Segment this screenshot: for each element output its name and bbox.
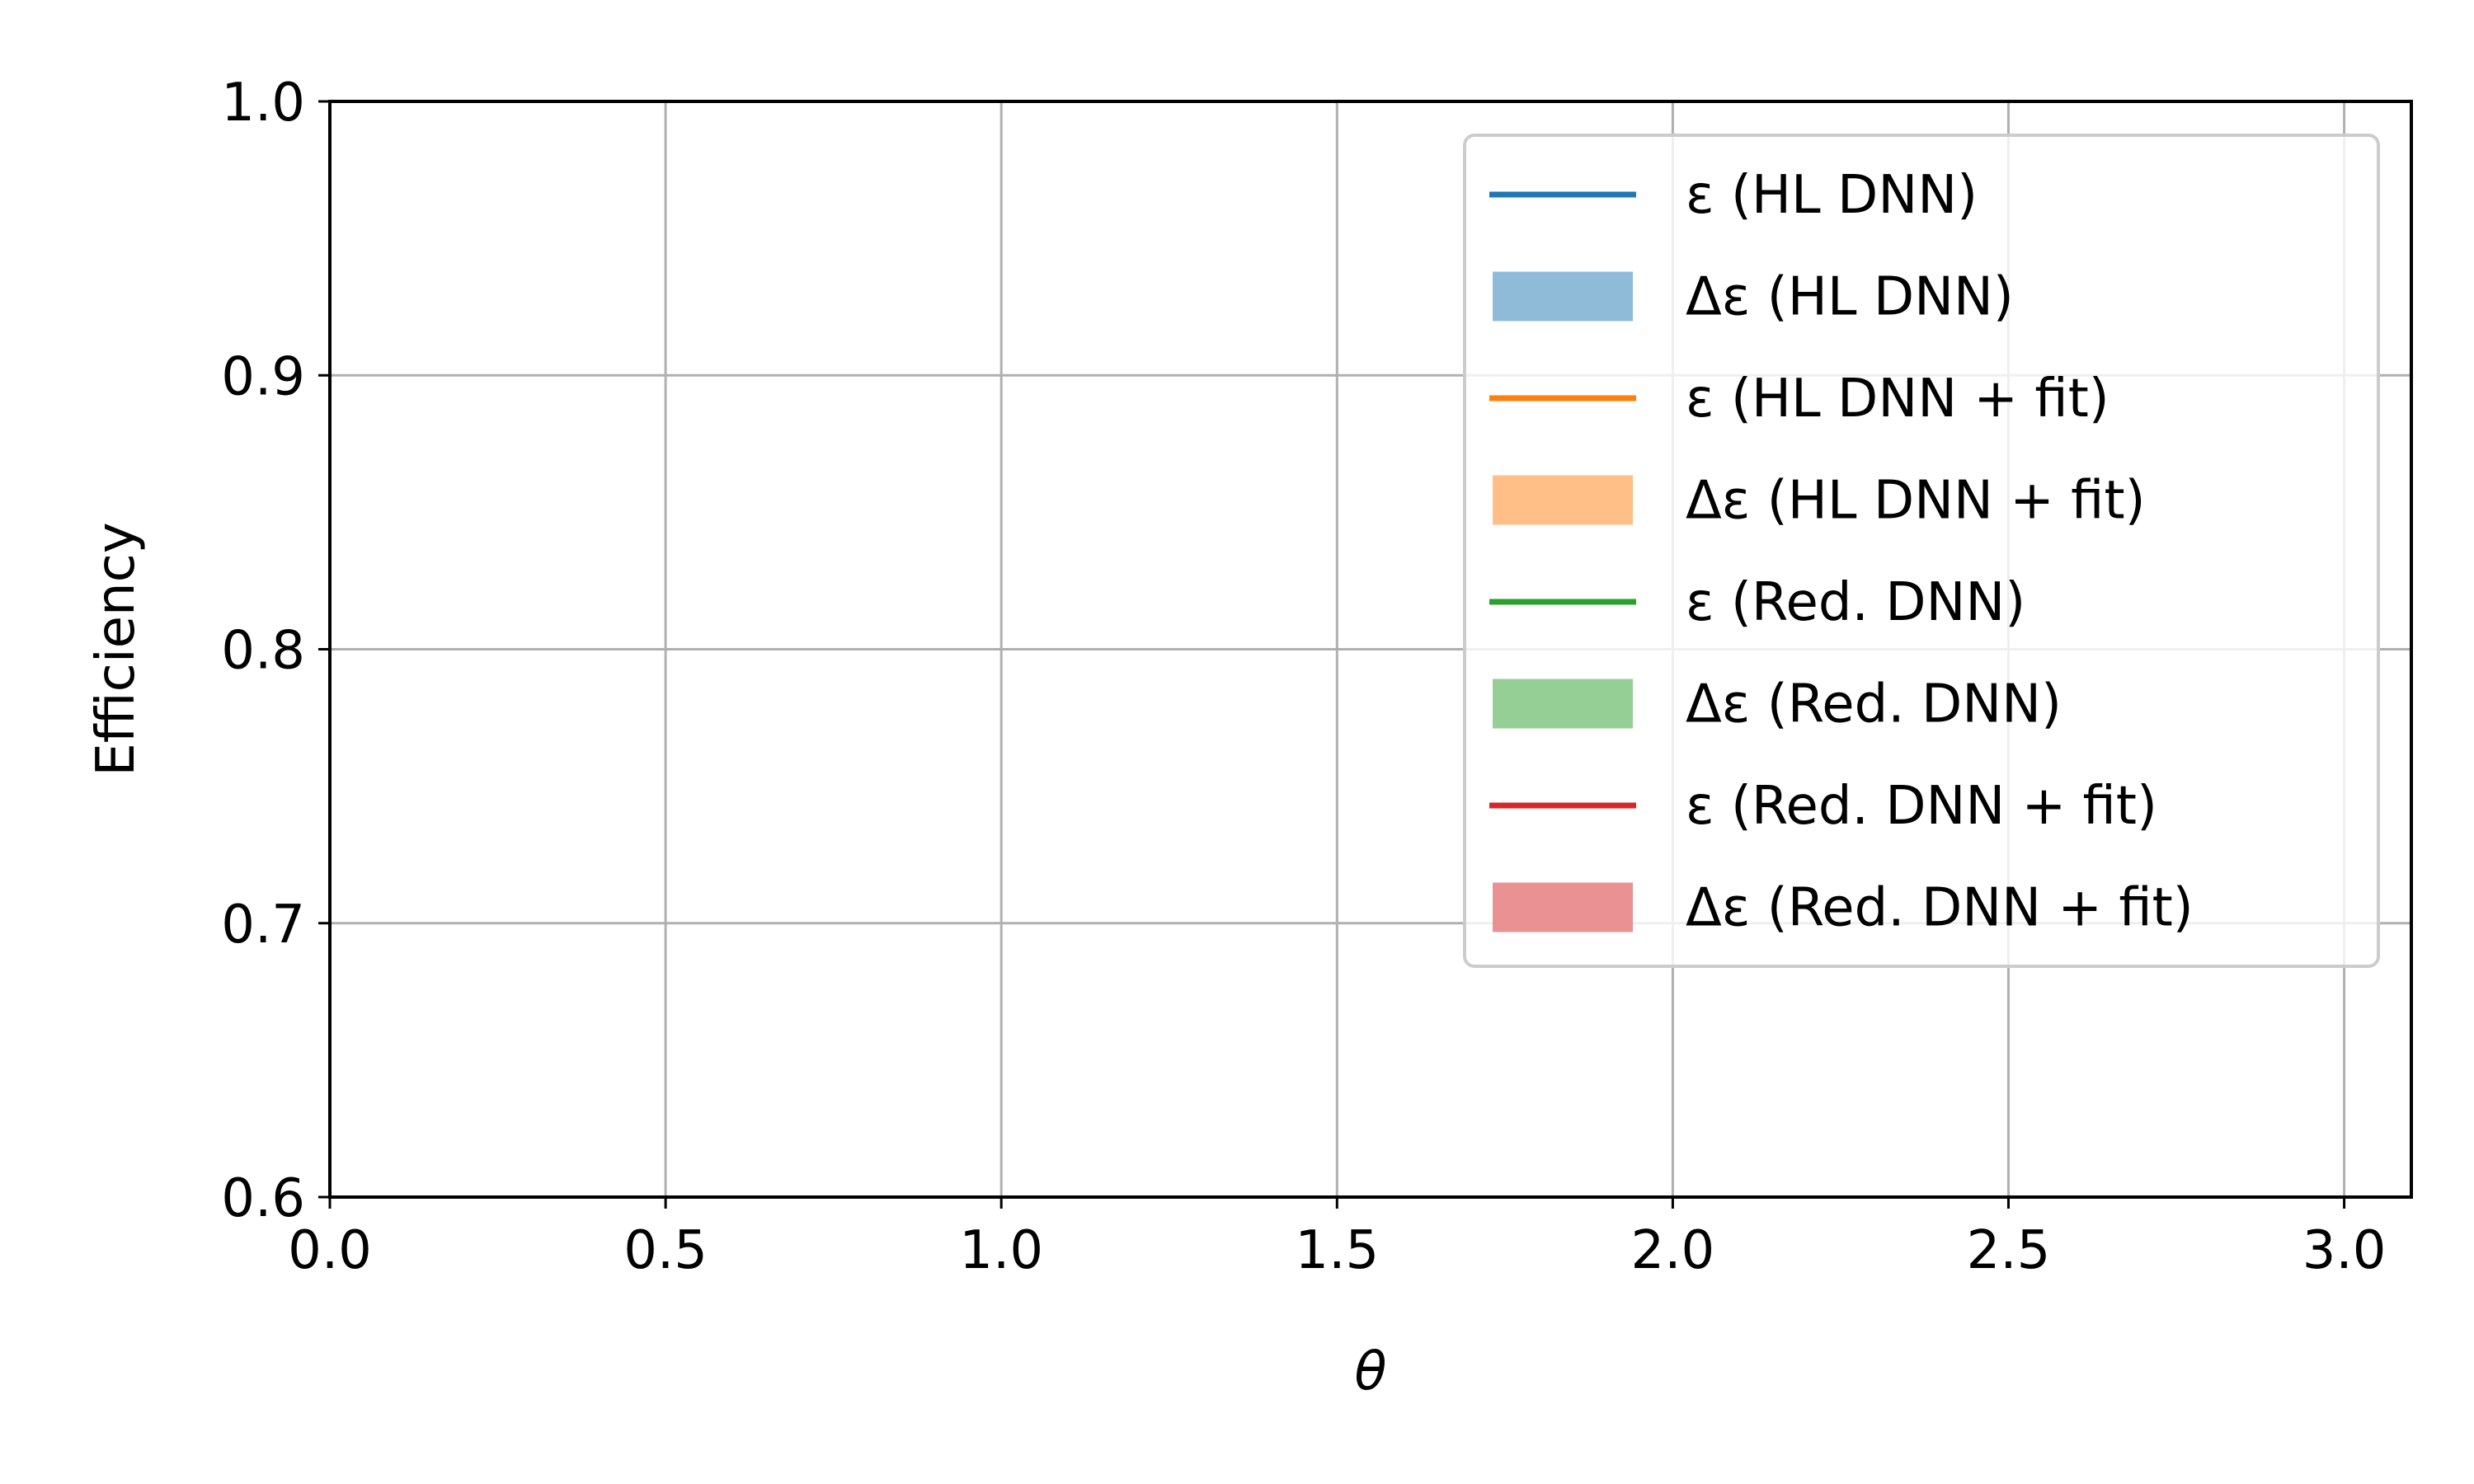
y-tick-label: 0.8: [221, 621, 305, 682]
y-tick-label: 1.0: [221, 73, 305, 134]
legend-label: ε (Red. DNN): [1686, 572, 2025, 633]
legend-label: ε (HL DNN + fit): [1686, 369, 2109, 430]
x-axis-label: θ: [1354, 1341, 1386, 1402]
legend-label: Δε (HL DNN): [1686, 267, 2014, 328]
legend-band-swatch: [1493, 271, 1633, 322]
x-tick-label: 1.5: [1295, 1220, 1379, 1281]
axis-ticks: 0.0 0.5 1.0 1.5 2.0 2.5 3.0 0.6 0.7 0.8 0.9 1.0: [221, 73, 2386, 1281]
x-tick-label: 2.5: [1967, 1220, 2051, 1281]
legend: ε (HL DNN) Δε (HL DNN) ε (HL DNN + fit) Δε …: [1463, 134, 2380, 968]
legend-box: [1463, 134, 2380, 968]
y-axis-label: Efficiency: [86, 522, 147, 776]
x-tick-label: 1.0: [959, 1220, 1043, 1281]
y-tick-label: 0.6: [221, 1168, 305, 1229]
legend-band-swatch: [1493, 475, 1633, 525]
legend-label: Δε (Red. DNN + fit): [1686, 878, 2194, 939]
legend-label: Δε (HL DNN + fit): [1686, 471, 2146, 532]
x-tick-label: 3.0: [2302, 1220, 2387, 1281]
y-tick-label: 0.9: [221, 346, 305, 407]
legend-label: ε (HL DNN): [1686, 165, 1978, 226]
x-tick-label: 0.0: [288, 1220, 372, 1281]
legend-label: Δε (Red. DNN): [1686, 674, 2062, 735]
y-tick-label: 0.7: [221, 895, 305, 956]
x-tick-label: 0.5: [623, 1220, 708, 1281]
legend-band-swatch: [1493, 679, 1633, 729]
x-tick-label: 2.0: [1630, 1220, 1714, 1281]
legend-band-swatch: [1493, 882, 1633, 932]
legend-label: ε (Red. DNN + fit): [1686, 776, 2157, 837]
